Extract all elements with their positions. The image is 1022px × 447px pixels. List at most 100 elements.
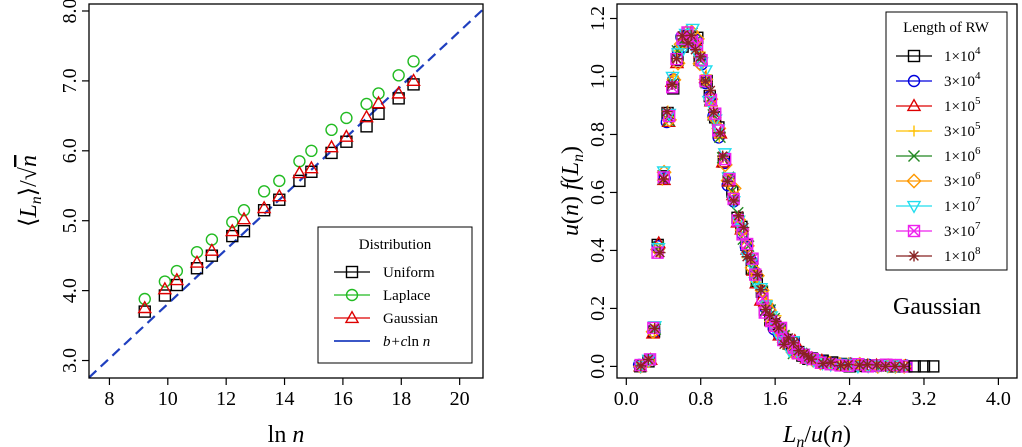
legend-label: Gaussian [383, 311, 438, 327]
data-point-laplace [340, 111, 353, 125]
data-point [689, 44, 701, 56]
data-point [733, 210, 745, 222]
legend-marker [907, 74, 921, 88]
fit-line [88, 8, 484, 379]
data-point [661, 112, 678, 128]
legend-entry: Gaussian [334, 310, 438, 327]
data-point [649, 322, 661, 334]
data-point-laplace [392, 69, 405, 82]
data-point [740, 237, 754, 251]
data-point [714, 127, 726, 139]
data-point [806, 353, 818, 365]
data-point-gaussian [324, 139, 339, 153]
legend-label: 3×104 [944, 70, 981, 90]
data-point [645, 324, 661, 340]
legend-label: Laplace [383, 288, 431, 304]
legend-label: 1×107 [944, 195, 981, 215]
legend-entry: b+cln n [334, 334, 430, 350]
data-point [917, 360, 931, 373]
data-point [889, 360, 901, 372]
right-plot-frame [616, 3, 1018, 379]
data-point [666, 78, 678, 90]
legend-entry: 3×106 [896, 170, 981, 190]
legend-label: 3×105 [944, 120, 981, 140]
legend-entry: 3×107 [896, 220, 981, 240]
legend-entry: 3×104 [896, 70, 981, 90]
legend-label: 1×105 [944, 95, 981, 115]
legend-entry: 3×105 [896, 120, 981, 140]
fit-line-path [88, 8, 484, 379]
x-tick-label: 10 [158, 388, 178, 410]
x-tick-label: 4.0 [986, 388, 1011, 410]
data-point [661, 106, 673, 118]
legend-entry: 1×107 [896, 195, 981, 215]
legend-label: 1×106 [944, 145, 981, 165]
legend-title: Length of RW [903, 20, 990, 36]
left-x-axis-label: ln n [268, 422, 305, 447]
data-point-gaussian [406, 73, 421, 86]
legend-marker [908, 150, 920, 162]
x-tick-label: 12 [216, 388, 236, 410]
legend-marker [906, 200, 922, 214]
y-tick-label: 0.8 [587, 122, 609, 147]
x-tick-label: 3.2 [911, 388, 936, 410]
y-tick-label: 4.0 [59, 278, 81, 303]
data-point-laplace [372, 87, 385, 100]
left-legend: Distribution Uniform Laplace Gaussian b+cln… [317, 226, 473, 364]
legend-marker [908, 125, 920, 137]
legend-label: 3×106 [944, 170, 981, 190]
data-point-laplace [158, 275, 172, 288]
y-tick-label: 1.2 [587, 6, 609, 31]
data-point-gaussian [371, 95, 386, 109]
legend-title: Distribution [359, 237, 432, 253]
x-tick-label: 2.4 [837, 388, 862, 410]
right-data-points [632, 23, 940, 375]
data-point-uniform [190, 262, 204, 275]
data-point [861, 358, 873, 370]
data-point-gaussian [391, 85, 406, 99]
legend-marker [908, 250, 920, 262]
data-point [685, 29, 697, 41]
data-point-laplace [273, 174, 286, 188]
y-tick-label: 7.0 [59, 68, 81, 93]
x-tick-label: 8 [104, 388, 114, 410]
data-point [658, 173, 670, 185]
data-point-laplace [407, 55, 420, 68]
left-plot-frame [88, 3, 484, 379]
x-tick-label: 1.6 [763, 388, 788, 410]
data-point [880, 360, 892, 372]
legend-label: 1×104 [944, 45, 981, 65]
data-point [635, 360, 647, 372]
data-point-gaussian [272, 188, 287, 202]
distribution-annotation: Gaussian [893, 294, 981, 320]
data-point [842, 359, 854, 371]
data-point [871, 359, 883, 371]
legend-entry: 1×106 [896, 145, 981, 165]
y-tick-label: 0.4 [587, 238, 609, 263]
legend-entry: Uniform [334, 265, 435, 281]
data-point-laplace [360, 97, 373, 111]
data-point-laplace [325, 123, 338, 137]
legend-label: b+cln n [383, 334, 430, 350]
data-point [738, 222, 750, 234]
right-x-axis-label: Ln/u(n) [782, 422, 851, 447]
data-point [825, 356, 837, 368]
data-point [756, 292, 769, 305]
legend-label: 3×107 [944, 220, 981, 240]
x-tick-label: 18 [391, 388, 411, 410]
y-tick-label: 0.0 [587, 354, 609, 379]
data-point [722, 175, 734, 187]
data-point [695, 51, 707, 63]
y-tick-label: 1.0 [587, 64, 609, 89]
legend-marker [345, 288, 359, 302]
data-point-uniform [237, 224, 251, 238]
data-point-laplace [257, 185, 271, 198]
legend-entry: Laplace [334, 288, 431, 304]
data-point [927, 360, 940, 373]
data-point-uniform [360, 120, 373, 133]
legend-marker [344, 310, 360, 324]
data-point-gaussian [304, 160, 319, 174]
data-point [755, 284, 767, 296]
x-tick-label: 16 [333, 388, 353, 410]
